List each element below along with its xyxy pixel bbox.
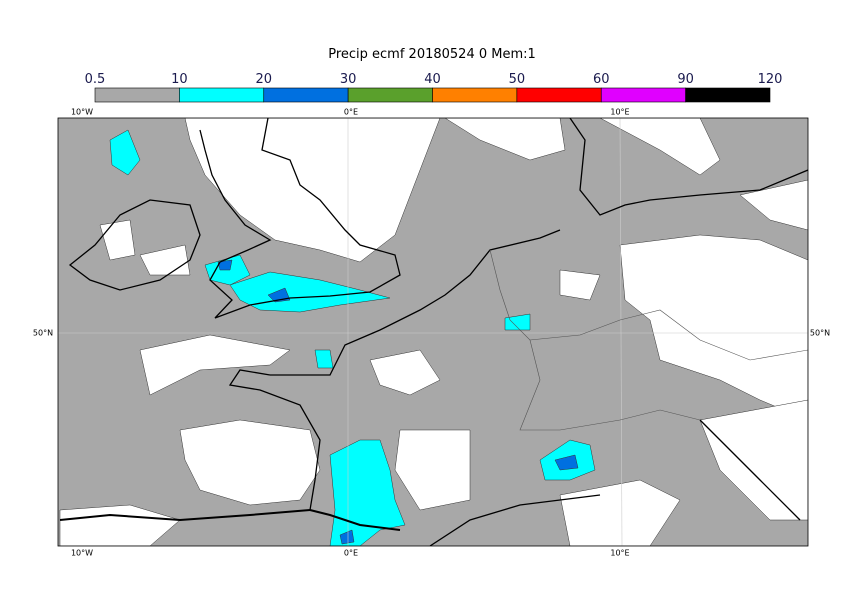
lon-label: 10°E (610, 108, 629, 117)
colorbar-box (685, 87, 771, 103)
map-title: Precip ecmf 20180524 0 Mem:1 (328, 47, 536, 62)
colorbar-label: 40 (424, 72, 441, 87)
colorbar-box (347, 87, 433, 103)
lon-label: 10°W (71, 108, 93, 117)
precip-20-30 (217, 259, 579, 545)
coastlines (68, 118, 808, 546)
colorbar-label: 50 (509, 72, 526, 87)
colorbar-label: 30 (340, 72, 357, 87)
grid (58, 118, 808, 546)
dry-areas (59, 118, 808, 546)
colorbar-box (94, 87, 180, 103)
lon-label: 10°W (71, 549, 93, 558)
lat-label: 50°N (810, 329, 830, 338)
colorbar-label: 90 (677, 72, 694, 87)
colorbar-label: 0.5 (85, 72, 106, 87)
borders (59, 249, 808, 531)
lat-label: 50°N (33, 329, 53, 338)
colorbar-box (432, 87, 518, 103)
lon-label: 0°E (344, 549, 358, 558)
lon-label: 0°E (344, 108, 358, 117)
colorbar-label: 120 (758, 72, 783, 87)
colorbar-label: 60 (593, 72, 610, 87)
colorbar: 0.5 10 20 30 40 50 60 90 120 (85, 72, 783, 103)
lon-label: 10°E (610, 549, 629, 558)
colorbar-label: 20 (255, 72, 272, 87)
colorbar-box (179, 87, 265, 103)
colorbar-box (600, 87, 686, 103)
map-frame (57, 117, 809, 547)
map-area (58, 118, 808, 546)
colorbar-label: 10 (171, 72, 188, 87)
colorbar-box (263, 87, 349, 103)
colorbar-box (516, 87, 602, 103)
